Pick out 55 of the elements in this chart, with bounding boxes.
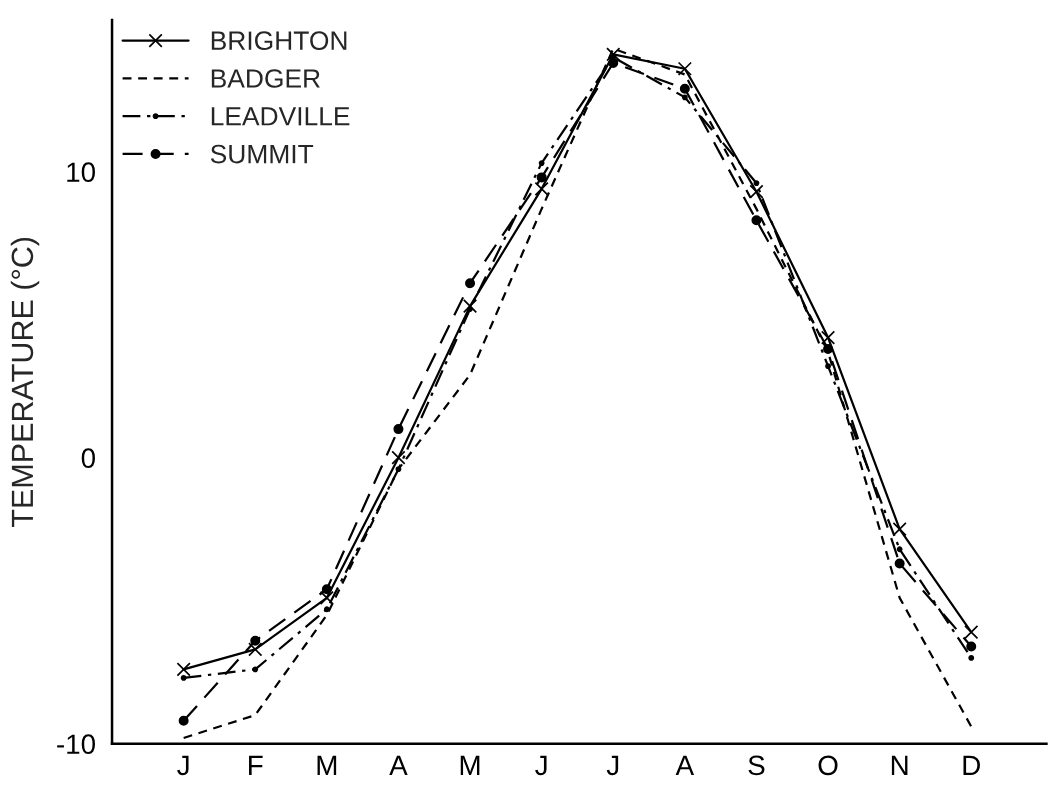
point xyxy=(462,299,478,314)
point xyxy=(964,625,979,640)
x-tick-label: D xyxy=(963,755,980,775)
point xyxy=(391,450,406,465)
x-tick-label: N xyxy=(891,755,908,775)
point xyxy=(321,584,332,595)
point xyxy=(753,180,760,187)
point xyxy=(252,666,259,673)
point xyxy=(823,344,834,355)
x-tick-label: A xyxy=(675,755,695,775)
x-tick-label: F xyxy=(249,755,263,775)
point xyxy=(677,61,692,76)
x-tick-label: J xyxy=(177,755,189,776)
point xyxy=(749,184,764,199)
point xyxy=(323,606,330,613)
point xyxy=(966,641,977,652)
point xyxy=(248,642,263,657)
legend-label: SUMMIT xyxy=(210,144,314,164)
point xyxy=(679,83,690,94)
point xyxy=(176,662,191,677)
legend-label: BRIGHTON xyxy=(211,31,347,51)
point xyxy=(319,590,334,605)
x-tick-label: M xyxy=(460,755,480,775)
x-tick-label: O xyxy=(818,755,838,776)
point xyxy=(534,181,549,196)
legend-label: BADGER xyxy=(211,69,320,88)
y-tick-label: -10 xyxy=(57,734,95,755)
point xyxy=(681,94,688,101)
point xyxy=(825,363,831,370)
point xyxy=(536,172,547,183)
x-tick-label: M xyxy=(317,755,337,775)
x-tick-label: S xyxy=(748,755,765,776)
x-tick-label: J xyxy=(606,755,619,776)
point xyxy=(606,47,621,62)
point xyxy=(538,160,545,167)
x-tick-label: J xyxy=(535,755,547,776)
point xyxy=(894,558,905,569)
point xyxy=(465,278,476,289)
x-tick-label: A xyxy=(389,755,408,775)
point xyxy=(968,654,975,661)
y-tick-label: 10 xyxy=(67,162,95,183)
point xyxy=(896,546,903,553)
point xyxy=(178,715,189,726)
point xyxy=(180,674,187,681)
point xyxy=(395,466,402,473)
y-tick-label: 0 xyxy=(81,448,95,469)
point xyxy=(393,424,404,435)
legend-label: LEADVILLE xyxy=(211,107,350,126)
point xyxy=(250,635,261,646)
point xyxy=(892,522,907,537)
point xyxy=(751,215,762,226)
point xyxy=(608,57,619,69)
y-axis-title: TEMPERATURE (°C) xyxy=(10,237,40,528)
point xyxy=(820,330,836,345)
point xyxy=(467,306,473,312)
